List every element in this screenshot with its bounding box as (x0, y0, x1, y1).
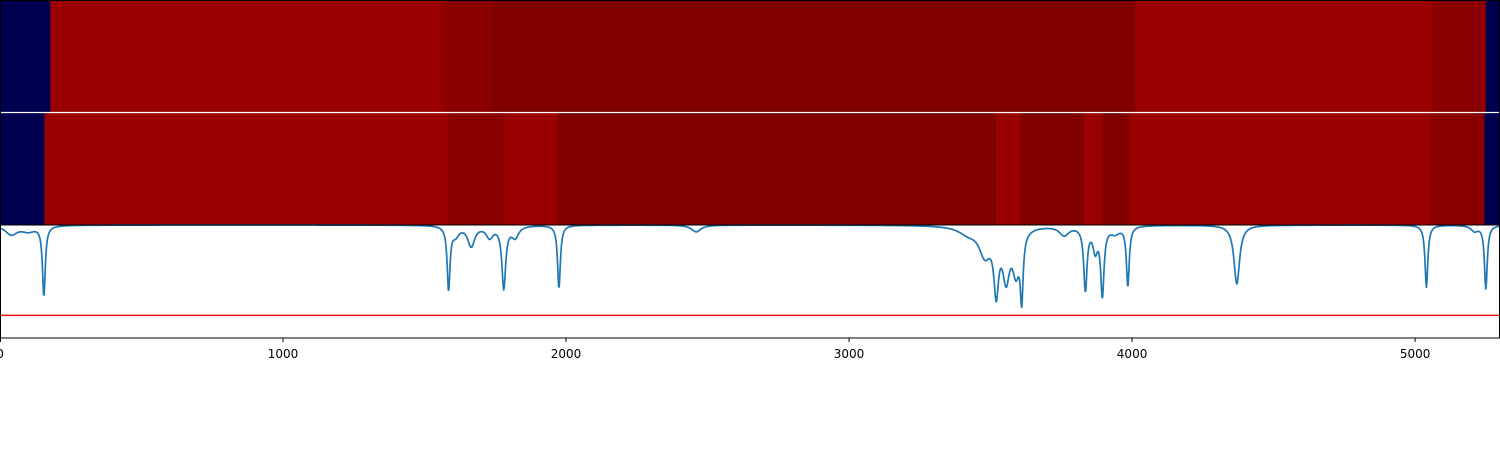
heatmap-cell-r2-3 (448, 112, 505, 225)
heatmap-cell-r1-1 (0, 0, 51, 113)
heatmap-cell-r1-6 (1432, 0, 1487, 113)
heatmap (0, 0, 1500, 225)
heatmap-cell-r2-11 (1429, 112, 1485, 225)
heatmap-cell-r1-5 (1134, 0, 1433, 113)
heatmap-cell-r2-6 (996, 112, 1021, 225)
heatmap-cell-r1-7 (1485, 0, 1500, 113)
heatmap-cell-r2-2 (44, 112, 450, 225)
heatmap-row-1 (0, 0, 1500, 113)
heatmap-cell-r2-5 (557, 112, 997, 225)
x-tick-label-5000: 5000 (1400, 347, 1431, 361)
x-tick-label-0: 0 (0, 347, 4, 361)
heatmap-cell-r2-8 (1083, 112, 1103, 225)
heatmap-cell-r2-9 (1102, 112, 1130, 225)
heatmap-cell-r1-4 (492, 0, 1136, 113)
x-tick-label-2000: 2000 (551, 347, 582, 361)
x-tick-label-3000: 3000 (834, 347, 865, 361)
series-line (0, 224, 1500, 309)
heatmap-cell-r2-12 (1484, 112, 1500, 225)
heatmap-cell-r1-3 (444, 0, 493, 113)
x-axis-ticks: 0 1000 2000 3000 4000 5000 (0, 338, 1430, 361)
heatmap-cell-r2-10 (1129, 112, 1430, 225)
heatmap-row-2 (0, 112, 1500, 225)
line-plot-area (0, 224, 1500, 317)
heatmap-cell-r2-4 (503, 112, 559, 225)
x-tick-label-1000: 1000 (268, 347, 299, 361)
heatmap-cell-r2-1 (0, 112, 45, 225)
heatmap-cell-r1-2 (50, 0, 445, 113)
heatmap-cell-r2-7 (1020, 112, 1085, 225)
x-tick-label-4000: 4000 (1117, 347, 1148, 361)
